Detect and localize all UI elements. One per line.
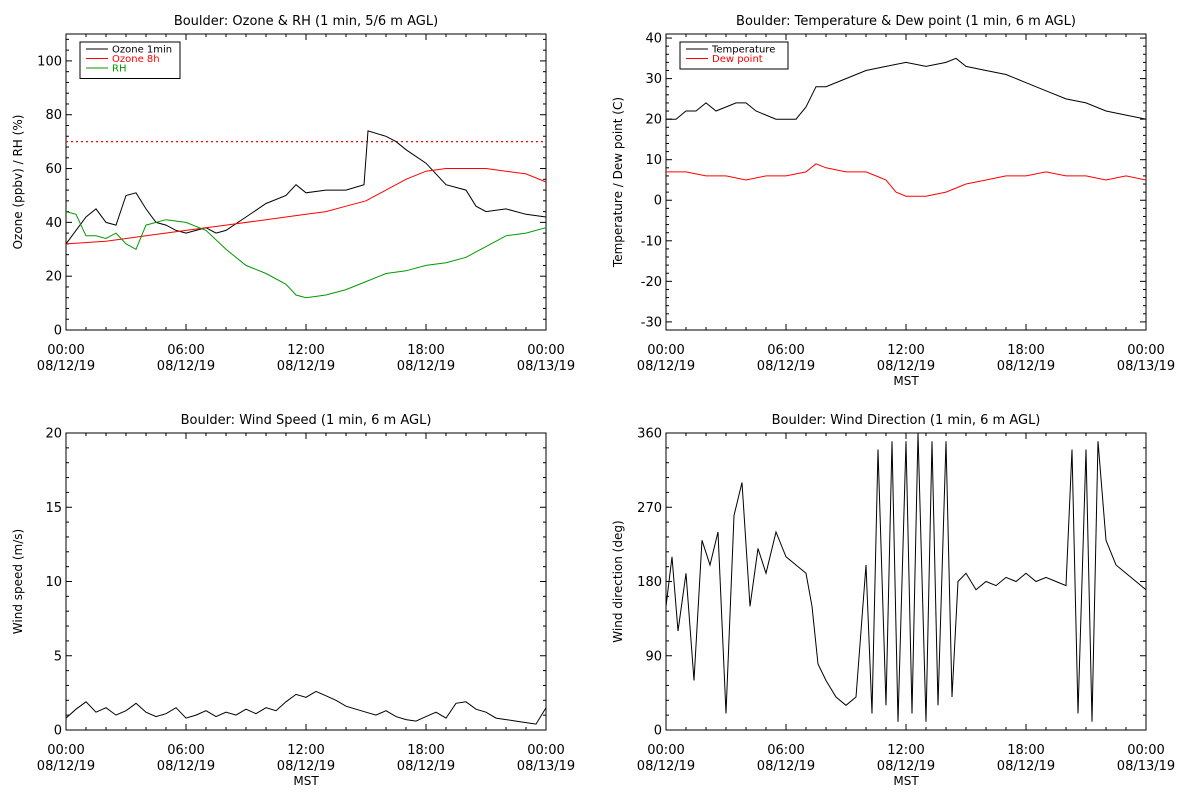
y-axis-label: Temperature / Dew point (C) [611,97,625,268]
y-tick-label: 0 [654,194,662,209]
legend-box [79,41,181,79]
y-tick-label: -20 [641,275,662,290]
x-tick-time: 06:00 [167,743,204,758]
series-line-2 [65,211,547,299]
y-tick-label: 270 [637,501,662,516]
series-line-0 [65,690,547,725]
x-tick-date: 08/12/19 [997,759,1055,774]
legend-box [679,41,789,70]
y-tick-label: 0 [654,724,662,739]
x-tick-time: 00:00 [1127,343,1164,358]
y-tick-label: 20 [45,270,62,285]
chart-panel-2: Boulder: Wind Speed (1 min, 6 m AGL) Wind… [11,413,575,788]
chart-panel-1: Boulder: Temperature & Dew point (1 min,… [611,14,1175,388]
x-tick-date: 08/12/19 [757,359,815,374]
chart-title: Boulder: Temperature & Dew point (1 min,… [736,14,1076,29]
x-tick-time: 18:00 [407,343,444,358]
x-axis-label: MST [893,774,919,788]
legend-label: RH [112,64,126,75]
x-tick-date: 08/12/19 [637,359,695,374]
series-line-0 [666,57,1147,120]
x-tick-date: 08/12/19 [277,759,335,774]
y-tick-label: 180 [637,575,662,590]
chart-panel-0: Boulder: Ozone & RH (1 min, 5/6 m AGL) Oz… [11,14,575,374]
y-axis-label: Wind direction (deg) [611,520,625,642]
x-axis-label: MST [893,374,919,388]
x-tick-time: 12:00 [887,343,924,358]
x-tick-date: 08/12/19 [157,759,215,774]
x-tick-time: 06:00 [167,343,204,358]
plot-frame [65,432,547,731]
x-tick-time: 18:00 [1007,743,1044,758]
x-tick-date: 08/13/19 [517,359,575,374]
y-tick-label: 20 [645,113,662,128]
series-line-1 [65,168,547,245]
series-line-1 [666,163,1147,197]
x-tick-time: 00:00 [1127,743,1164,758]
x-tick-time: 06:00 [767,743,804,758]
legend-label: Temperature [711,45,775,56]
x-tick-date: 08/12/19 [37,359,95,374]
y-tick-label: 20 [45,427,62,442]
y-tick-label: 60 [45,162,62,177]
x-tick-date: 08/12/19 [877,359,935,374]
chart-title: Boulder: Wind Direction (1 min, 6 m AGL) [772,413,1041,428]
y-tick-label: 40 [645,32,662,47]
x-tick-date: 08/12/19 [277,359,335,374]
x-tick-date: 08/12/19 [397,759,455,774]
x-tick-date: 08/13/19 [1117,359,1175,374]
series-line-0 [665,432,1147,722]
chart-panel-3: Boulder: Wind Direction (1 min, 6 m AGL)… [611,413,1175,788]
series-line-0 [65,130,547,245]
y-tick-label: 10 [45,575,62,590]
y-tick-label: 360 [637,427,662,442]
x-tick-date: 08/12/19 [877,759,935,774]
x-tick-time: 00:00 [527,343,564,358]
legend-label: Dew point [712,54,763,65]
x-tick-time: 18:00 [1007,343,1044,358]
chart-title: Boulder: Ozone & RH (1 min, 5/6 m AGL) [174,14,438,29]
x-tick-date: 08/12/19 [37,759,95,774]
y-tick-label: -10 [641,234,662,249]
x-tick-time: 00:00 [647,343,684,358]
chart-title: Boulder: Wind Speed (1 min, 6 m AGL) [181,413,432,428]
y-tick-label: 90 [645,649,662,664]
y-tick-label: 10 [645,153,662,168]
x-tick-date: 08/12/19 [637,759,695,774]
y-tick-label: 30 [645,72,662,87]
x-tick-date: 08/12/19 [757,759,815,774]
y-tick-label: 100 [37,54,62,69]
x-tick-date: 08/12/19 [157,359,215,374]
x-tick-time: 00:00 [47,343,84,358]
x-tick-time: 00:00 [647,743,684,758]
y-axis-label: Ozone (ppbv) / RH (%) [11,115,25,250]
x-tick-date: 08/12/19 [997,359,1055,374]
x-tick-time: 18:00 [407,743,444,758]
plot-frame [665,33,1147,331]
plot-frame [665,432,1147,731]
y-tick-label: 5 [54,649,62,664]
x-tick-date: 08/13/19 [517,759,575,774]
x-axis-label: MST [293,774,319,788]
x-tick-time: 06:00 [767,343,804,358]
x-tick-date: 08/12/19 [397,359,455,374]
x-tick-time: 12:00 [287,743,324,758]
y-tick-label: 15 [45,501,62,516]
y-tick-label: 80 [45,108,62,123]
y-tick-label: 40 [45,216,62,231]
y-tick-label: 0 [54,324,62,339]
y-tick-label: -30 [641,315,662,330]
y-tick-label: 0 [54,724,62,739]
legend-label: Ozone 1min [112,45,172,56]
x-tick-date: 08/13/19 [1117,759,1175,774]
y-axis-label: Wind speed (m/s) [11,529,25,634]
x-tick-time: 12:00 [287,343,324,358]
x-tick-time: 00:00 [47,743,84,758]
x-tick-time: 00:00 [527,743,564,758]
x-tick-time: 12:00 [887,743,924,758]
legend-label: Ozone 8h [112,54,160,65]
